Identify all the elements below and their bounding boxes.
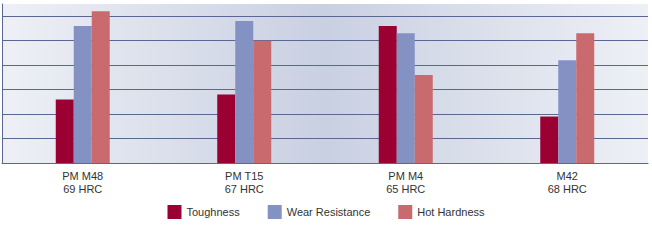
svg-text:Wear Resistance: Wear Resistance (287, 206, 371, 218)
svg-text:67 HRC: 67 HRC (225, 183, 264, 195)
svg-text:Hot Hardness: Hot Hardness (417, 206, 485, 218)
svg-text:68 HRC: 68 HRC (548, 183, 587, 195)
svg-text:65 HRC: 65 HRC (386, 183, 425, 195)
svg-text:PM T15: PM T15 (225, 170, 263, 182)
svg-text:69 HRC: 69 HRC (63, 183, 102, 195)
svg-text:PM M48: PM M48 (62, 170, 103, 182)
svg-text:Toughness: Toughness (186, 206, 240, 218)
svg-text:PM M4: PM M4 (388, 170, 423, 182)
svg-text:M42: M42 (557, 170, 578, 182)
